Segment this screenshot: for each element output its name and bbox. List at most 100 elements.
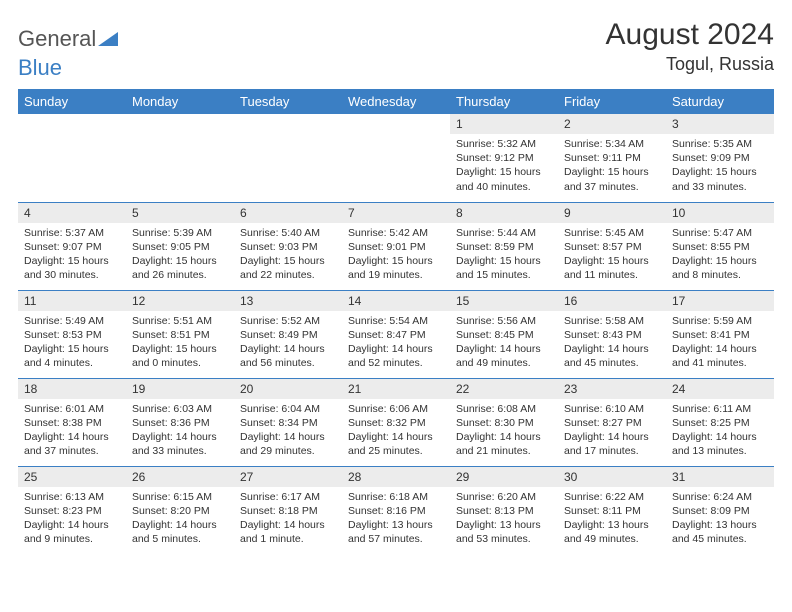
day-details: Sunrise: 5:39 AMSunset: 9:05 PMDaylight:… [126,223,234,287]
calendar-cell: 21Sunrise: 6:06 AMSunset: 8:32 PMDayligh… [342,378,450,466]
calendar-cell: 22Sunrise: 6:08 AMSunset: 8:30 PMDayligh… [450,378,558,466]
calendar-cell [342,114,450,202]
day-number: 17 [666,291,774,311]
day-number: 5 [126,203,234,223]
day-details: Sunrise: 5:49 AMSunset: 8:53 PMDaylight:… [18,311,126,375]
weekday-header: Thursday [450,89,558,114]
day-details: Sunrise: 5:58 AMSunset: 8:43 PMDaylight:… [558,311,666,375]
weekday-header: Wednesday [342,89,450,114]
logo-text-1: General [18,26,96,52]
calendar-cell: 3Sunrise: 5:35 AMSunset: 9:09 PMDaylight… [666,114,774,202]
weekday-header: Saturday [666,89,774,114]
calendar-cell: 6Sunrise: 5:40 AMSunset: 9:03 PMDaylight… [234,202,342,290]
day-details: Sunrise: 6:20 AMSunset: 8:13 PMDaylight:… [450,487,558,551]
calendar-cell: 15Sunrise: 5:56 AMSunset: 8:45 PMDayligh… [450,290,558,378]
calendar-cell [18,114,126,202]
logo: General [18,18,118,52]
day-number: 4 [18,203,126,223]
day-number: 10 [666,203,774,223]
calendar-cell: 24Sunrise: 6:11 AMSunset: 8:25 PMDayligh… [666,378,774,466]
calendar-cell: 14Sunrise: 5:54 AMSunset: 8:47 PMDayligh… [342,290,450,378]
day-details: Sunrise: 6:06 AMSunset: 8:32 PMDaylight:… [342,399,450,463]
day-number: 11 [18,291,126,311]
day-number: 22 [450,379,558,399]
weekday-header: Tuesday [234,89,342,114]
logo-text-2: Blue [18,55,774,81]
calendar-cell: 7Sunrise: 5:42 AMSunset: 9:01 PMDaylight… [342,202,450,290]
day-number: 21 [342,379,450,399]
day-details: Sunrise: 6:04 AMSunset: 8:34 PMDaylight:… [234,399,342,463]
day-details: Sunrise: 5:32 AMSunset: 9:12 PMDaylight:… [450,134,558,198]
day-number: 30 [558,467,666,487]
calendar-cell: 4Sunrise: 5:37 AMSunset: 9:07 PMDaylight… [18,202,126,290]
day-details: Sunrise: 5:40 AMSunset: 9:03 PMDaylight:… [234,223,342,287]
calendar-cell: 28Sunrise: 6:18 AMSunset: 8:16 PMDayligh… [342,466,450,554]
calendar-cell: 19Sunrise: 6:03 AMSunset: 8:36 PMDayligh… [126,378,234,466]
day-number: 18 [18,379,126,399]
day-details: Sunrise: 5:56 AMSunset: 8:45 PMDaylight:… [450,311,558,375]
day-number: 23 [558,379,666,399]
day-details: Sunrise: 5:37 AMSunset: 9:07 PMDaylight:… [18,223,126,287]
day-number: 3 [666,114,774,134]
calendar-cell [234,114,342,202]
calendar-row: 11Sunrise: 5:49 AMSunset: 8:53 PMDayligh… [18,290,774,378]
day-details: Sunrise: 6:01 AMSunset: 8:38 PMDaylight:… [18,399,126,463]
calendar-cell [126,114,234,202]
day-number: 12 [126,291,234,311]
day-details: Sunrise: 5:47 AMSunset: 8:55 PMDaylight:… [666,223,774,287]
calendar-row: 1Sunrise: 5:32 AMSunset: 9:12 PMDaylight… [18,114,774,202]
weekday-header-row: SundayMondayTuesdayWednesdayThursdayFrid… [18,89,774,114]
weekday-header: Friday [558,89,666,114]
day-number: 2 [558,114,666,134]
calendar-table: SundayMondayTuesdayWednesdayThursdayFrid… [18,89,774,554]
calendar-cell: 31Sunrise: 6:24 AMSunset: 8:09 PMDayligh… [666,466,774,554]
day-details: Sunrise: 6:17 AMSunset: 8:18 PMDaylight:… [234,487,342,551]
calendar-cell: 30Sunrise: 6:22 AMSunset: 8:11 PMDayligh… [558,466,666,554]
day-number: 28 [342,467,450,487]
day-number: 9 [558,203,666,223]
calendar-cell: 2Sunrise: 5:34 AMSunset: 9:11 PMDaylight… [558,114,666,202]
day-details: Sunrise: 5:54 AMSunset: 8:47 PMDaylight:… [342,311,450,375]
day-details: Sunrise: 6:22 AMSunset: 8:11 PMDaylight:… [558,487,666,551]
day-number: 16 [558,291,666,311]
calendar-cell: 27Sunrise: 6:17 AMSunset: 8:18 PMDayligh… [234,466,342,554]
day-details: Sunrise: 5:52 AMSunset: 8:49 PMDaylight:… [234,311,342,375]
day-details: Sunrise: 6:15 AMSunset: 8:20 PMDaylight:… [126,487,234,551]
day-number: 20 [234,379,342,399]
calendar-cell: 10Sunrise: 5:47 AMSunset: 8:55 PMDayligh… [666,202,774,290]
calendar-cell: 17Sunrise: 5:59 AMSunset: 8:41 PMDayligh… [666,290,774,378]
month-title: August 2024 [606,18,774,52]
day-number: 15 [450,291,558,311]
day-number: 31 [666,467,774,487]
calendar-cell: 5Sunrise: 5:39 AMSunset: 9:05 PMDaylight… [126,202,234,290]
day-details: Sunrise: 5:34 AMSunset: 9:11 PMDaylight:… [558,134,666,198]
day-details: Sunrise: 6:11 AMSunset: 8:25 PMDaylight:… [666,399,774,463]
day-details: Sunrise: 6:13 AMSunset: 8:23 PMDaylight:… [18,487,126,551]
calendar-cell: 16Sunrise: 5:58 AMSunset: 8:43 PMDayligh… [558,290,666,378]
calendar-cell: 8Sunrise: 5:44 AMSunset: 8:59 PMDaylight… [450,202,558,290]
weekday-header: Monday [126,89,234,114]
calendar-cell: 13Sunrise: 5:52 AMSunset: 8:49 PMDayligh… [234,290,342,378]
calendar-row: 18Sunrise: 6:01 AMSunset: 8:38 PMDayligh… [18,378,774,466]
day-details: Sunrise: 6:10 AMSunset: 8:27 PMDaylight:… [558,399,666,463]
day-details: Sunrise: 5:51 AMSunset: 8:51 PMDaylight:… [126,311,234,375]
calendar-row: 4Sunrise: 5:37 AMSunset: 9:07 PMDaylight… [18,202,774,290]
calendar-cell: 9Sunrise: 5:45 AMSunset: 8:57 PMDaylight… [558,202,666,290]
day-details: Sunrise: 6:03 AMSunset: 8:36 PMDaylight:… [126,399,234,463]
day-details: Sunrise: 5:59 AMSunset: 8:41 PMDaylight:… [666,311,774,375]
day-number: 26 [126,467,234,487]
calendar-cell: 23Sunrise: 6:10 AMSunset: 8:27 PMDayligh… [558,378,666,466]
day-number: 27 [234,467,342,487]
day-number: 19 [126,379,234,399]
day-details: Sunrise: 5:45 AMSunset: 8:57 PMDaylight:… [558,223,666,287]
day-number: 24 [666,379,774,399]
day-number: 6 [234,203,342,223]
day-details: Sunrise: 5:44 AMSunset: 8:59 PMDaylight:… [450,223,558,287]
day-number: 8 [450,203,558,223]
day-number: 13 [234,291,342,311]
day-number: 1 [450,114,558,134]
logo-triangle-icon [98,30,118,48]
calendar-cell: 18Sunrise: 6:01 AMSunset: 8:38 PMDayligh… [18,378,126,466]
calendar-row: 25Sunrise: 6:13 AMSunset: 8:23 PMDayligh… [18,466,774,554]
day-number: 7 [342,203,450,223]
